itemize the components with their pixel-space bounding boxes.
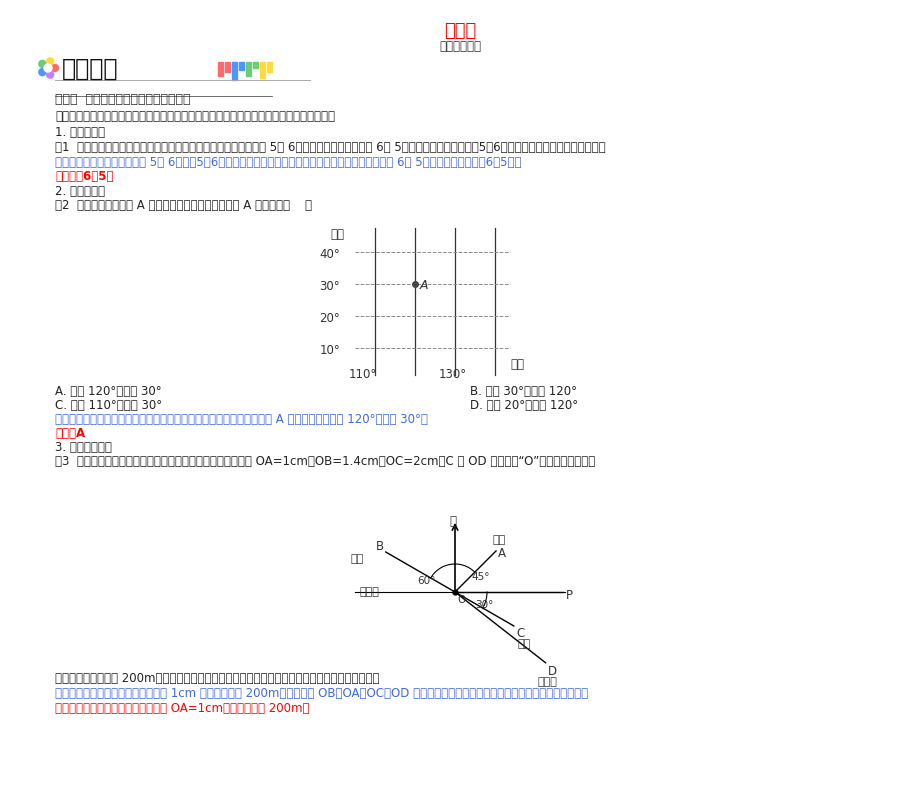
Bar — [253, 62, 257, 68]
Text: 小明家: 小明家 — [359, 587, 380, 597]
Text: 停车场: 停车场 — [537, 677, 557, 686]
Text: 确定一个物体的位置的方法由多种，但不管用哪种方法，确定物体位置时一般需要两个量。: 确定一个物体的位置的方法由多种，但不管用哪种方法，确定物体位置时一般需要两个量。 — [55, 110, 335, 123]
Text: C: C — [516, 627, 524, 640]
Bar — [232, 62, 237, 80]
Text: 例2  如图，已知某城市 A 在地球上的位置如图，则城市 A 的位置在（    ）: 例2 如图，已知某城市 A 在地球上的位置如图，则城市 A 的位置在（ ） — [55, 199, 312, 212]
Text: 30°: 30° — [319, 280, 340, 293]
Text: 解：因为学校距小明家的图上距离为 OA=1cm，实际距离为 200m。: 解：因为学校距小明家的图上距离为 OA=1cm，实际距离为 200m。 — [55, 702, 309, 715]
Text: 60°: 60° — [416, 576, 435, 586]
Circle shape — [39, 69, 46, 76]
Text: 45°: 45° — [471, 572, 489, 582]
Text: O: O — [457, 595, 465, 605]
Text: A. 东经 120°，北纬 30°: A. 东经 120°，北纬 30° — [55, 385, 162, 398]
Text: B. 东经 30°，北纬 120°: B. 东经 30°，北纬 120° — [470, 385, 576, 398]
Text: P: P — [565, 589, 573, 602]
Bar — [267, 62, 272, 72]
Text: 答案：（6，5）: 答案：（6，5） — [55, 170, 113, 183]
Text: 40°: 40° — [319, 248, 340, 261]
Text: 例1  小明和小亮同去市科技馆参加科技报告会，小明的入场券写着 5排 6号，而小亮的入场券写着 6排 5号，若小明的座位记作（5，6），那么小亮的座位记作＿＿＿: 例1 小明和小亮同去市科技馆参加科技报告会，小明的入场券写着 5排 6号，而小亮… — [55, 141, 605, 154]
Circle shape — [44, 64, 52, 72]
Text: 类型一  实际生活中确定位置的常用方法: 类型一 实际生活中确定位置的常用方法 — [55, 93, 190, 106]
Circle shape — [47, 71, 53, 78]
Text: 110°: 110° — [348, 368, 377, 381]
Text: 第七章: 第七章 — [443, 22, 476, 40]
Text: 北: 北 — [448, 515, 456, 528]
Text: 3. 方位角＋距离: 3. 方位角＋距离 — [55, 441, 112, 454]
Text: 30°: 30° — [474, 600, 493, 610]
Text: 例3  如图所示是小明家和学校所在地的简略图。已知图上距离 OA=1cm，OB=1.4cm，OC=2cm，C 为 OD 的中点（“O”处表示小明家）。: 例3 如图所示是小明家和学校所在地的简略图。已知图上距离 OA=1cm，OB=1… — [55, 455, 595, 468]
Bar — [225, 62, 230, 72]
Text: 1. 排数＋列数: 1. 排数＋列数 — [55, 126, 105, 139]
Bar — [245, 62, 251, 76]
Text: 题型必会: 题型必会 — [62, 57, 119, 81]
Text: A: A — [420, 279, 428, 292]
Text: 130°: 130° — [438, 368, 467, 381]
Text: 学校: 学校 — [492, 535, 505, 545]
Text: 2. 经度＋纬度: 2. 经度＋纬度 — [55, 185, 105, 198]
Text: D. 东经 20°，北纬 120°: D. 东经 20°，北纬 120° — [470, 399, 577, 412]
Text: 解析：以小明家为参照点，先由图中 1cm 代表实际距离 200m，可计算出 OB、OA、OC、OD 的实际距离，再确定方位角，就可确定各场所的位置了。: 解析：以小明家为参照点，先由图中 1cm 代表实际距离 200m，可计算出 OB… — [55, 687, 587, 700]
Text: 解析：地球上是通过用经度和纬度来表示城市的位置的，由图可知城市 A 所在的位置是东经 120°，北纬 30°。: 解析：地球上是通过用经度和纬度来表示城市的位置的，由图可知城市 A 所在的位置是… — [55, 413, 427, 426]
Bar — [260, 62, 265, 78]
Bar — [218, 62, 222, 76]
Text: C. 东经 110°，北纬 30°: C. 东经 110°，北纬 30° — [55, 399, 162, 412]
Bar — [239, 62, 244, 70]
Text: 10°: 10° — [319, 344, 340, 357]
Text: 商场: 商场 — [350, 554, 364, 564]
Text: 20°: 20° — [319, 312, 340, 325]
Text: D: D — [547, 665, 556, 678]
Circle shape — [39, 61, 46, 67]
Text: 答案：A: 答案：A — [55, 427, 85, 440]
Text: 北纬: 北纬 — [330, 228, 344, 241]
Text: 已知学校距离小明家 200m，那么以小明家为观测点，商场、学校、公园、停车场分别在什么位置？: 已知学校距离小明家 200m，那么以小明家为观测点，商场、学校、公园、停车场分别… — [55, 672, 380, 685]
Circle shape — [47, 58, 53, 65]
Text: A: A — [497, 547, 505, 560]
Text: 东经: 东经 — [509, 358, 524, 371]
Text: 解析：因为小明的入场券写着 5排 6号用（5，6）表示，即排数在前，列数在后，所以小亮的入场券写着 6排 5号，就可以表示为（6，5）。: 解析：因为小明的入场券写着 5排 6号用（5，6）表示，即排数在前，列数在后，所… — [55, 156, 521, 169]
Circle shape — [51, 65, 59, 72]
Text: 章末知识汇总: 章末知识汇总 — [438, 40, 481, 53]
Text: 公园: 公园 — [517, 639, 530, 649]
Text: B: B — [375, 540, 383, 553]
